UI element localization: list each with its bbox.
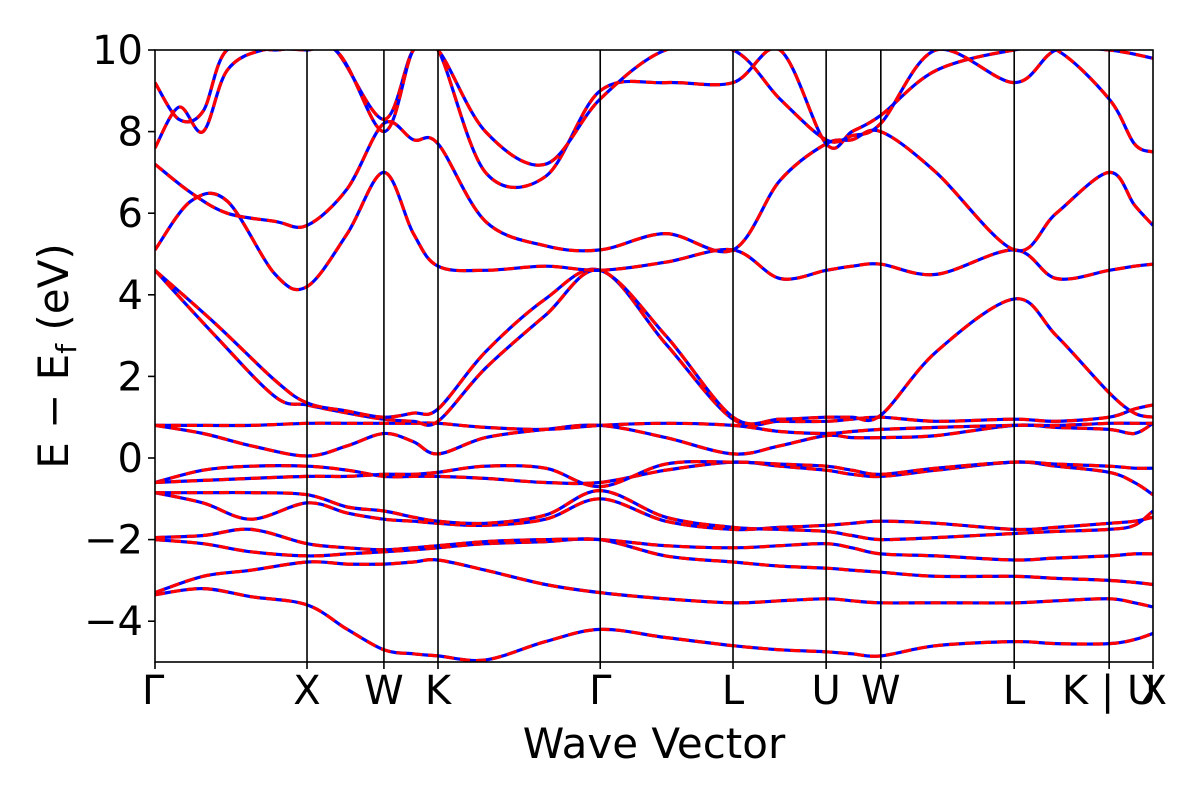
y-ticks: −4 −2 0 2 4 6 8 10 (84, 28, 155, 645)
y-axis-title-sub: f (50, 343, 83, 354)
band-lines (155, 50, 1153, 662)
x-tick-label: W (364, 668, 404, 714)
band-line-4 (155, 527, 1153, 562)
band-line-7 (155, 460, 1153, 497)
band-line-10 (155, 421, 1153, 436)
y-tick-label: −2 (84, 518, 143, 564)
x-tick-label: Γ (589, 668, 612, 714)
y-tick-label: 4 (118, 273, 143, 319)
band-line-12 (155, 267, 1153, 426)
x-tick-label: U (812, 668, 841, 714)
y-axis-title-main: E − E (29, 354, 78, 469)
y-tick-label: 10 (92, 28, 143, 74)
y-tick-label: 8 (118, 110, 143, 156)
x-tick-label: L (1003, 668, 1026, 714)
band-line-13 (155, 170, 1153, 292)
y-axis-title: E − Ef (eV) (29, 243, 83, 469)
x-tick-label: X (1140, 668, 1167, 714)
y-tick-label: −4 (84, 599, 143, 645)
x-tick-label: K | U (1062, 668, 1156, 714)
y-tick-label: 6 (118, 191, 143, 237)
x-tick-label: W (861, 668, 901, 714)
y-tick-label: 0 (118, 436, 143, 482)
band-line-5 (155, 491, 1153, 532)
plot-frame (154, 49, 1154, 663)
band-line-3 (155, 537, 1153, 587)
band-line-15-secondary (155, 50, 1153, 189)
kpoint-lines (306, 50, 1110, 662)
y-tick-label: 2 (118, 354, 143, 400)
band-line-1 (155, 586, 1153, 662)
band-line-8 (155, 459, 1153, 489)
band-line-6 (155, 488, 1153, 542)
x-tick-label: L (722, 668, 745, 714)
x-tick-label: X (293, 668, 320, 714)
x-tick-label: Γ (142, 668, 165, 714)
x-tick-label: K (425, 668, 453, 714)
x-axis-title: Wave Vector (523, 719, 786, 768)
y-axis-title-unit: (eV) (29, 243, 78, 344)
band-line-2 (155, 558, 1153, 609)
